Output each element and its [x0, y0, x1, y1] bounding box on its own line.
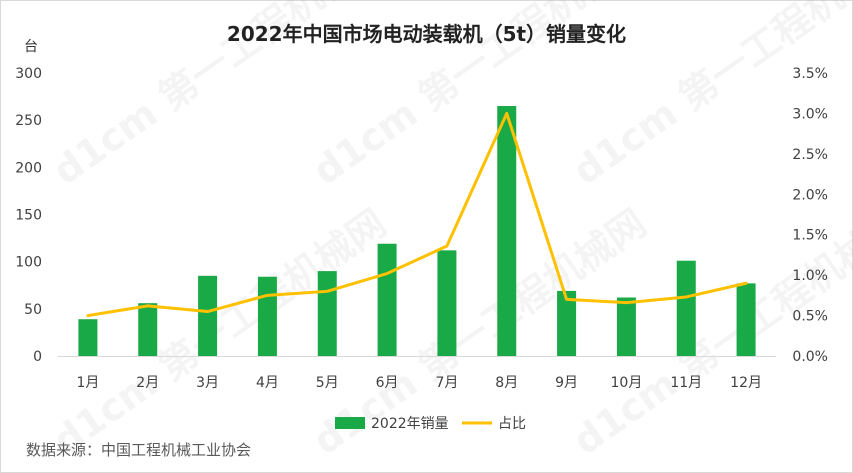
- bar: [616, 297, 636, 356]
- y-right-tick-label: 1.0%: [792, 268, 828, 284]
- y-left-tick-label: 300: [15, 66, 42, 82]
- y-right-tick-label: 0.0%: [792, 349, 828, 365]
- bar: [138, 303, 158, 356]
- x-tick-label: 8月: [495, 375, 518, 391]
- x-tick-label: 11月: [670, 375, 702, 391]
- y-right-tick-label: 3.0%: [792, 106, 828, 122]
- x-tick-label: 5月: [316, 375, 339, 391]
- y-right-tick-label: 3.5%: [792, 66, 828, 82]
- source-note: 数据来源：中国工程机械工业协会: [26, 441, 252, 459]
- y-left-tick-label: 200: [15, 160, 42, 176]
- bar: [676, 260, 696, 356]
- y-right-tick-label: 1.5%: [792, 228, 828, 244]
- bar: [437, 250, 457, 356]
- x-tick-label: 6月: [376, 375, 399, 391]
- x-tick-label: 10月: [611, 375, 643, 391]
- bar: [377, 243, 397, 356]
- legend-label-line: 占比: [498, 416, 526, 432]
- y-left-tick-label: 100: [15, 255, 42, 271]
- left-axis-unit: 台: [24, 39, 38, 55]
- bar: [78, 319, 98, 356]
- bar: [257, 276, 277, 356]
- bar: [557, 290, 577, 356]
- bar: [317, 271, 337, 356]
- bar: [198, 275, 218, 356]
- y-right-tick-label: 2.0%: [792, 187, 828, 203]
- legend-swatch-bar: [335, 417, 365, 429]
- x-tick-label: 9月: [555, 375, 578, 391]
- y-right-tick-label: 2.5%: [792, 147, 828, 163]
- bar: [497, 106, 517, 357]
- share-line: [86, 111, 748, 318]
- y-left-tick-label: 0: [33, 349, 42, 365]
- x-tick-label: 4月: [256, 375, 279, 391]
- x-tick-label: 2月: [136, 375, 159, 391]
- x-tick-label: 7月: [435, 375, 458, 391]
- x-tick-label: 3月: [196, 375, 219, 391]
- x-tick-label: 12月: [730, 375, 762, 391]
- chart-title: 2022年中国市场电动装载机（5t）销量变化: [226, 22, 627, 46]
- legend-label-bar: 2022年销量: [371, 416, 449, 432]
- y-left-tick-label: 250: [15, 113, 42, 129]
- bar: [736, 283, 756, 356]
- y-right-tick-label: 0.5%: [792, 309, 828, 325]
- x-tick-label: 1月: [76, 375, 99, 391]
- y-left-tick-label: 150: [15, 208, 42, 224]
- y-left-tick-label: 50: [24, 302, 42, 318]
